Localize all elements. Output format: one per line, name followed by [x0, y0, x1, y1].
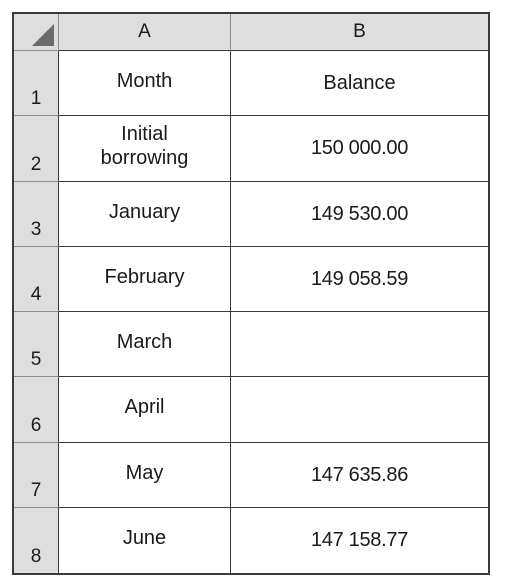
- cell-b7-text: 147 635.86: [310, 463, 409, 486]
- cell-a8[interactable]: June: [59, 507, 231, 573]
- cell-b4[interactable]: 149 058.59: [231, 247, 488, 312]
- cell-b4-text: 149 058.59: [310, 267, 409, 290]
- cell-b2[interactable]: 150 000.00: [231, 116, 488, 182]
- cell-a4[interactable]: February: [59, 246, 231, 312]
- cell-b7[interactable]: 147 635.86: [231, 443, 488, 508]
- cell-a6[interactable]: April: [59, 377, 231, 443]
- cell-a7-text: May: [125, 461, 164, 484]
- column-header-b[interactable]: B: [231, 14, 488, 51]
- cell-b1[interactable]: Balance: [231, 51, 488, 117]
- cell-a3[interactable]: January: [59, 181, 231, 247]
- cell-b1-text: Balance: [323, 72, 396, 95]
- cell-a4-text: February: [104, 265, 185, 288]
- cell-a7[interactable]: May: [59, 442, 231, 508]
- cell-b6[interactable]: [231, 377, 488, 443]
- cell-b8-text: 147 158.77: [310, 529, 409, 552]
- row-header-7[interactable]: 7: [14, 442, 59, 508]
- spreadsheet-grid: A B 1 Month Balance 2 Initial borrowing …: [14, 14, 488, 573]
- cell-a2[interactable]: Initial borrowing: [59, 116, 231, 182]
- cell-b8[interactable]: 147 158.77: [231, 508, 488, 573]
- cell-b3[interactable]: 149 530.00: [231, 182, 488, 247]
- row-header-3[interactable]: 3: [14, 181, 59, 247]
- cell-a5[interactable]: March: [59, 312, 231, 378]
- cell-a8-text: June: [122, 527, 167, 550]
- cell-b2-text: 150 000.00: [310, 137, 409, 160]
- cell-b3-text: 149 530.00: [310, 202, 409, 225]
- row-header-4[interactable]: 4: [14, 246, 59, 312]
- cell-b5[interactable]: [231, 312, 488, 378]
- cell-a5-text: March: [116, 331, 173, 354]
- row-header-1[interactable]: 1: [14, 51, 59, 117]
- row-header-6[interactable]: 6: [14, 377, 59, 443]
- spreadsheet: A B 1 Month Balance 2 Initial borrowing …: [12, 12, 490, 575]
- row-header-5[interactable]: 5: [14, 312, 59, 378]
- column-header-a[interactable]: A: [59, 14, 231, 51]
- select-all-triangle-icon: [32, 24, 54, 46]
- select-all-corner[interactable]: [14, 14, 59, 51]
- row-header-2[interactable]: 2: [14, 116, 59, 182]
- cell-a2-text: Initial borrowing: [100, 123, 189, 170]
- row-header-8[interactable]: 8: [14, 507, 59, 573]
- cell-a6-text: April: [124, 396, 165, 419]
- cell-a1-text: Month: [116, 70, 173, 93]
- cell-a3-text: January: [108, 200, 181, 223]
- cell-a1[interactable]: Month: [59, 51, 231, 117]
